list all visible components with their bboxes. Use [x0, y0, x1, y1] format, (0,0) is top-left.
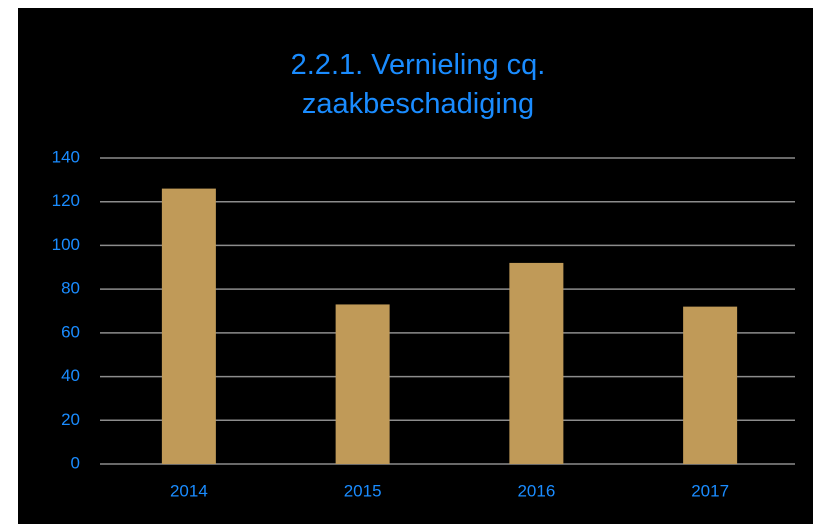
x-tick-label: 2014 — [170, 481, 208, 500]
chart-background — [18, 8, 813, 524]
bar — [161, 188, 216, 464]
y-tick-label: 100 — [52, 235, 80, 254]
y-tick-label: 120 — [52, 191, 80, 210]
y-tick-label: 0 — [71, 453, 80, 472]
y-tick-label: 140 — [52, 147, 80, 166]
y-tick-label: 40 — [61, 366, 80, 385]
bar — [335, 304, 390, 464]
y-tick-label: 20 — [61, 410, 80, 429]
bar — [683, 306, 738, 464]
y-tick-label: 80 — [61, 279, 80, 298]
x-tick-label: 2015 — [344, 481, 382, 500]
x-tick-label: 2017 — [691, 481, 729, 500]
chart-title: 2.2.1. Vernieling cq. zaakbeschadiging — [290, 49, 546, 120]
y-tick-label: 60 — [61, 322, 80, 341]
bar — [509, 262, 564, 464]
x-tick-label: 2016 — [517, 481, 555, 500]
